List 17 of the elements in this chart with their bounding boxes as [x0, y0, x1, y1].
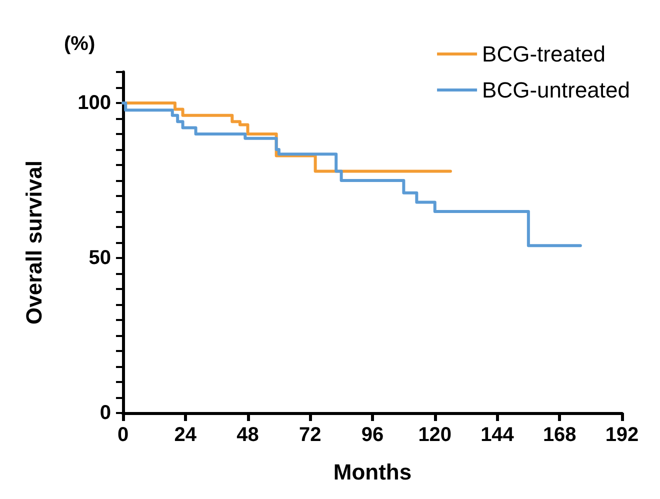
x-tick-label: 96 — [361, 424, 384, 446]
x-tick-label: 144 — [480, 424, 515, 446]
y-tick-label: 100 — [78, 92, 111, 114]
text: (%) — [64, 33, 96, 55]
x-tick-label: 192 — [605, 424, 639, 446]
x-axis-title: Months — [333, 460, 412, 484]
y-tick-label: 0 — [100, 402, 111, 424]
x-tick-label: 120 — [418, 424, 452, 446]
x-tick-label: 168 — [542, 424, 576, 446]
x-tick-label: 0 — [117, 424, 129, 446]
x-tick-label: 24 — [174, 424, 198, 446]
y-axis-title: Overall survival — [22, 160, 46, 324]
y-tick-label: 50 — [88, 247, 111, 269]
legend-label: BCG-treated — [482, 42, 606, 66]
x-tick-label: 48 — [236, 424, 259, 446]
legend-label: BCG-untreated — [482, 78, 630, 102]
x-tick-label: 72 — [299, 424, 322, 446]
